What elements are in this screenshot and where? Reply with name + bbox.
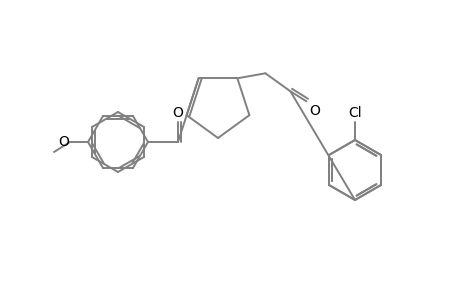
Text: O: O <box>309 104 319 118</box>
Text: O: O <box>58 135 69 149</box>
Text: Cl: Cl <box>347 106 361 120</box>
Text: O: O <box>172 106 183 120</box>
